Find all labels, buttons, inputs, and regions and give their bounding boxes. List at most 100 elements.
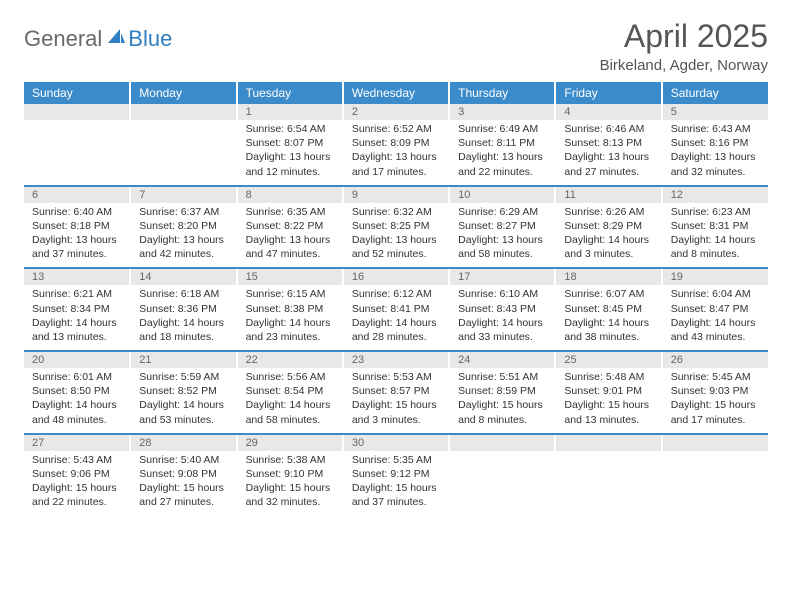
- day-body: Sunrise: 6:52 AMSunset: 8:09 PMDaylight:…: [344, 120, 448, 185]
- sunset-text: Sunset: 8:20 PM: [139, 219, 227, 233]
- day-number: 10: [450, 187, 554, 203]
- day-number: 15: [238, 269, 342, 285]
- daylight-text: Daylight: 15 hours and 27 minutes.: [139, 481, 227, 509]
- day-number: 30: [344, 435, 448, 451]
- day-body: [556, 451, 660, 509]
- daylight-text: Daylight: 15 hours and 32 minutes.: [246, 481, 334, 509]
- calendar-day-cell: 6Sunrise: 6:40 AMSunset: 8:18 PMDaylight…: [24, 186, 130, 269]
- day-body: Sunrise: 6:40 AMSunset: 8:18 PMDaylight:…: [24, 203, 129, 268]
- day-number: 25: [556, 352, 660, 368]
- day-number: 29: [238, 435, 342, 451]
- sunrise-text: Sunrise: 6:12 AM: [352, 287, 440, 301]
- calendar-day-cell: 29Sunrise: 5:38 AMSunset: 9:10 PMDayligh…: [237, 434, 343, 516]
- calendar-week-row: 13Sunrise: 6:21 AMSunset: 8:34 PMDayligh…: [24, 268, 768, 351]
- calendar-day-cell: 1Sunrise: 6:54 AMSunset: 8:07 PMDaylight…: [237, 104, 343, 186]
- weekday-header: Tuesday: [237, 82, 343, 104]
- day-body: Sunrise: 6:23 AMSunset: 8:31 PMDaylight:…: [663, 203, 768, 268]
- sunrise-text: Sunrise: 5:38 AM: [246, 453, 334, 467]
- day-body: Sunrise: 6:32 AMSunset: 8:25 PMDaylight:…: [344, 203, 448, 268]
- weekday-header: Sunday: [24, 82, 130, 104]
- daylight-text: Daylight: 15 hours and 8 minutes.: [458, 398, 546, 426]
- daylight-text: Daylight: 15 hours and 37 minutes.: [352, 481, 440, 509]
- location: Birkeland, Agder, Norway: [600, 57, 768, 74]
- day-body: Sunrise: 5:53 AMSunset: 8:57 PMDaylight:…: [344, 368, 448, 433]
- sunrise-text: Sunrise: 6:49 AM: [458, 122, 546, 136]
- sunrise-text: Sunrise: 6:04 AM: [671, 287, 760, 301]
- sunset-text: Sunset: 9:01 PM: [564, 384, 652, 398]
- sunrise-text: Sunrise: 5:48 AM: [564, 370, 652, 384]
- day-number: 4: [556, 104, 660, 120]
- sunrise-text: Sunrise: 6:21 AM: [32, 287, 121, 301]
- daylight-text: Daylight: 14 hours and 58 minutes.: [246, 398, 334, 426]
- calendar-week-row: 6Sunrise: 6:40 AMSunset: 8:18 PMDaylight…: [24, 186, 768, 269]
- daylight-text: Daylight: 14 hours and 53 minutes.: [139, 398, 227, 426]
- daylight-text: Daylight: 13 hours and 52 minutes.: [352, 233, 440, 261]
- weekday-header-row: Sunday Monday Tuesday Wednesday Thursday…: [24, 82, 768, 104]
- sunrise-text: Sunrise: 5:56 AM: [246, 370, 334, 384]
- day-body: Sunrise: 5:38 AMSunset: 9:10 PMDaylight:…: [238, 451, 342, 516]
- sunset-text: Sunset: 8:54 PM: [246, 384, 334, 398]
- day-body: Sunrise: 6:01 AMSunset: 8:50 PMDaylight:…: [24, 368, 129, 433]
- calendar-day-cell: 3Sunrise: 6:49 AMSunset: 8:11 PMDaylight…: [449, 104, 555, 186]
- day-number: [450, 435, 554, 451]
- sunset-text: Sunset: 8:18 PM: [32, 219, 121, 233]
- day-number: 26: [663, 352, 768, 368]
- daylight-text: Daylight: 13 hours and 17 minutes.: [352, 150, 440, 178]
- calendar-day-cell: 24Sunrise: 5:51 AMSunset: 8:59 PMDayligh…: [449, 351, 555, 434]
- sunset-text: Sunset: 8:47 PM: [671, 302, 760, 316]
- calendar-day-cell: 14Sunrise: 6:18 AMSunset: 8:36 PMDayligh…: [130, 268, 236, 351]
- day-number: 18: [556, 269, 660, 285]
- daylight-text: Daylight: 13 hours and 47 minutes.: [246, 233, 334, 261]
- daylight-text: Daylight: 13 hours and 42 minutes.: [139, 233, 227, 261]
- calendar-day-cell: 27Sunrise: 5:43 AMSunset: 9:06 PMDayligh…: [24, 434, 130, 516]
- day-number: 23: [344, 352, 448, 368]
- sunset-text: Sunset: 8:36 PM: [139, 302, 227, 316]
- sunset-text: Sunset: 8:31 PM: [671, 219, 760, 233]
- day-body: Sunrise: 6:46 AMSunset: 8:13 PMDaylight:…: [556, 120, 660, 185]
- sunrise-text: Sunrise: 5:59 AM: [139, 370, 227, 384]
- sunrise-text: Sunrise: 6:32 AM: [352, 205, 440, 219]
- day-number: 11: [556, 187, 660, 203]
- calendar-day-cell: [24, 104, 130, 186]
- daylight-text: Daylight: 14 hours and 48 minutes.: [32, 398, 121, 426]
- sunrise-text: Sunrise: 6:43 AM: [671, 122, 760, 136]
- day-body: Sunrise: 6:07 AMSunset: 8:45 PMDaylight:…: [556, 285, 660, 350]
- day-body: Sunrise: 5:45 AMSunset: 9:03 PMDaylight:…: [663, 368, 768, 433]
- sunset-text: Sunset: 8:27 PM: [458, 219, 546, 233]
- sunset-text: Sunset: 8:22 PM: [246, 219, 334, 233]
- day-body: Sunrise: 5:35 AMSunset: 9:12 PMDaylight:…: [344, 451, 448, 516]
- title-block: April 2025 Birkeland, Agder, Norway: [600, 18, 768, 74]
- day-body: [450, 451, 554, 509]
- sunset-text: Sunset: 9:10 PM: [246, 467, 334, 481]
- day-body: Sunrise: 5:56 AMSunset: 8:54 PMDaylight:…: [238, 368, 342, 433]
- sunset-text: Sunset: 8:59 PM: [458, 384, 546, 398]
- day-number: 17: [450, 269, 554, 285]
- sunrise-text: Sunrise: 6:10 AM: [458, 287, 546, 301]
- day-body: Sunrise: 5:51 AMSunset: 8:59 PMDaylight:…: [450, 368, 554, 433]
- calendar-day-cell: 18Sunrise: 6:07 AMSunset: 8:45 PMDayligh…: [555, 268, 661, 351]
- sunrise-text: Sunrise: 6:26 AM: [564, 205, 652, 219]
- calendar-day-cell: 12Sunrise: 6:23 AMSunset: 8:31 PMDayligh…: [662, 186, 768, 269]
- daylight-text: Daylight: 13 hours and 27 minutes.: [564, 150, 652, 178]
- daylight-text: Daylight: 14 hours and 33 minutes.: [458, 316, 546, 344]
- calendar-day-cell: [449, 434, 555, 516]
- day-number: 27: [24, 435, 129, 451]
- sunrise-text: Sunrise: 6:35 AM: [246, 205, 334, 219]
- day-body: Sunrise: 5:43 AMSunset: 9:06 PMDaylight:…: [24, 451, 129, 516]
- sunrise-text: Sunrise: 6:07 AM: [564, 287, 652, 301]
- day-body: Sunrise: 6:04 AMSunset: 8:47 PMDaylight:…: [663, 285, 768, 350]
- daylight-text: Daylight: 14 hours and 43 minutes.: [671, 316, 760, 344]
- daylight-text: Daylight: 15 hours and 22 minutes.: [32, 481, 121, 509]
- calendar-week-row: 27Sunrise: 5:43 AMSunset: 9:06 PMDayligh…: [24, 434, 768, 516]
- calendar-day-cell: [555, 434, 661, 516]
- logo-text-2: Blue: [128, 26, 172, 52]
- calendar-day-cell: 5Sunrise: 6:43 AMSunset: 8:16 PMDaylight…: [662, 104, 768, 186]
- header: General Blue April 2025 Birkeland, Agder…: [24, 18, 768, 74]
- daylight-text: Daylight: 15 hours and 3 minutes.: [352, 398, 440, 426]
- logo-text-1: General: [24, 26, 102, 52]
- calendar-day-cell: 28Sunrise: 5:40 AMSunset: 9:08 PMDayligh…: [130, 434, 236, 516]
- day-body: Sunrise: 5:48 AMSunset: 9:01 PMDaylight:…: [556, 368, 660, 433]
- sunrise-text: Sunrise: 6:54 AM: [246, 122, 334, 136]
- daylight-text: Daylight: 14 hours and 23 minutes.: [246, 316, 334, 344]
- logo: General Blue: [24, 26, 172, 52]
